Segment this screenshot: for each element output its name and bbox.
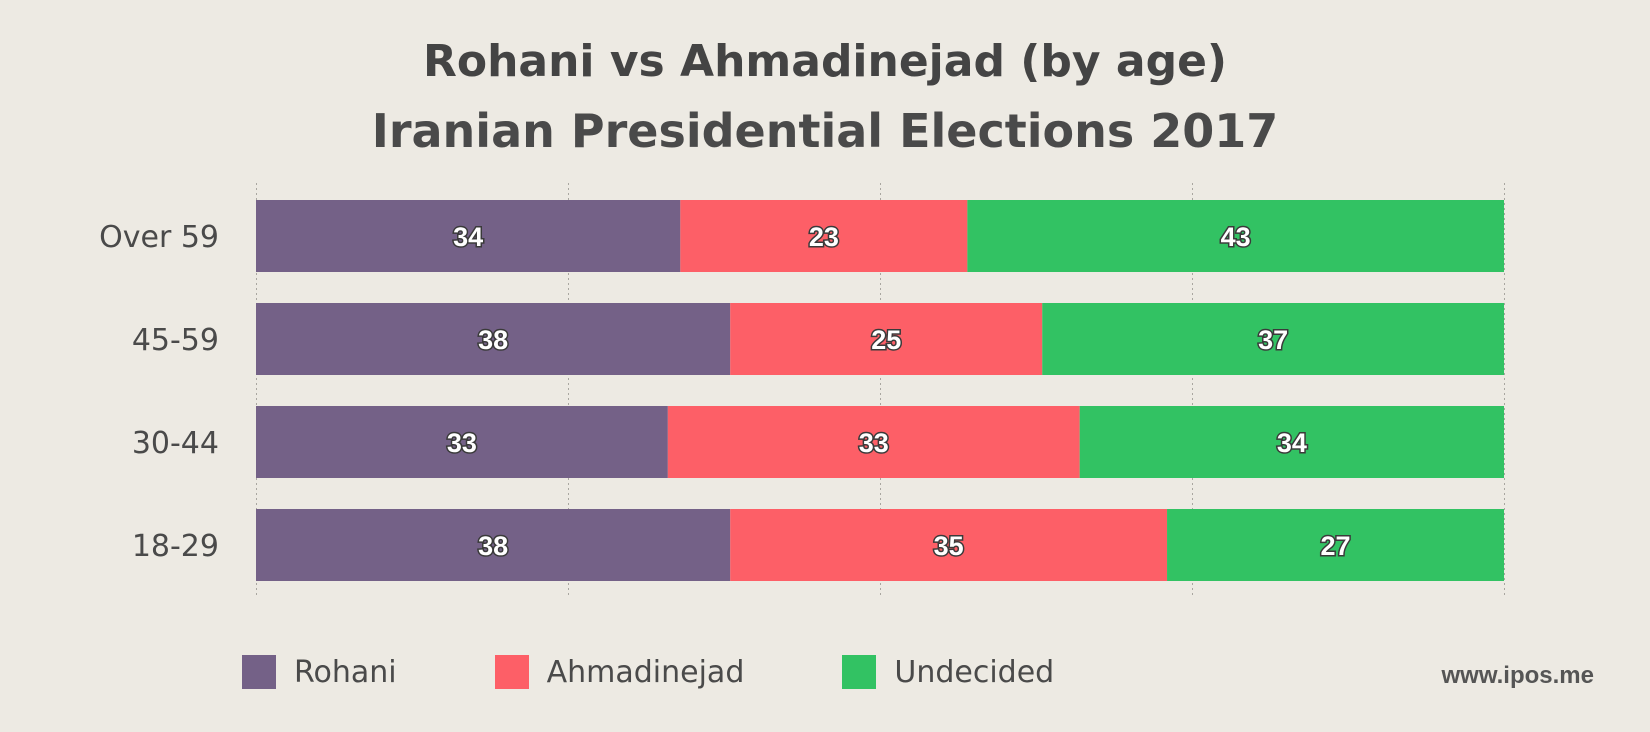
data-label-ahmadinejad-45-59: 25 [871, 325, 901, 355]
bar-ahmadinejad-18-29 [730, 509, 1168, 581]
legend-label-ahmadinejad: Ahmadinejad [546, 654, 745, 690]
data-label-rohani-over-59: 34 [453, 222, 483, 252]
bar-ahmadinejad-over-59 [680, 200, 968, 272]
data-label-undecided-30-44: 34 [1277, 428, 1307, 458]
data-label-ahmadinejad-18-29: 35 [934, 531, 964, 561]
legend-item-ahmadinejad: Ahmadinejad [494, 654, 745, 690]
legend-swatch-rohani [242, 655, 276, 689]
data-label-rohani-30-44: 33 [447, 428, 477, 458]
bar-rohani-over-59 [256, 200, 681, 272]
legend-swatch-undecided [842, 655, 877, 689]
legend-swatch-ahmadinejad [494, 655, 529, 689]
category-label-over-59: Over 59 [99, 220, 219, 255]
category-label-18-29: 18-29 [132, 529, 219, 564]
chart-subtitle: Iranian Presidential Elections 2017 [371, 104, 1279, 158]
data-label-undecided-over-59: 43 [1221, 222, 1251, 252]
data-label-rohani-18-29: 38 [478, 531, 508, 561]
data-label-undecided-18-29: 27 [1320, 531, 1350, 561]
legend-item-rohani: Rohani [242, 655, 397, 690]
legend-item-undecided: Undecided [842, 655, 1054, 690]
bar-ahmadinejad-45-59 [730, 303, 1043, 375]
bar-rohani-30-44 [256, 406, 668, 478]
bar-undecided-30-44 [1079, 406, 1504, 478]
data-label-rohani-45-59: 38 [478, 325, 508, 355]
bar-rohani-18-29 [256, 509, 731, 581]
bar-ahmadinejad-30-44 [667, 406, 1080, 478]
source-credit: www.ipos.me [1441, 662, 1594, 689]
bar-undecided-45-59 [1042, 303, 1504, 375]
category-label-30-44: 30-44 [132, 426, 219, 461]
bar-rohani-45-59 [256, 303, 731, 375]
chart-legend: Rohani Ahmadinejad Undecided [242, 654, 1152, 690]
legend-label-undecided: Undecided [894, 654, 1055, 690]
data-label-ahmadinejad-30-44: 33 [859, 428, 889, 458]
legend-label-rohani: Rohani [294, 654, 397, 690]
category-label-45-59: 45-59 [132, 323, 219, 358]
data-label-ahmadinejad-over-59: 23 [809, 222, 839, 252]
bar-undecided-over-59 [967, 200, 1504, 272]
chart-title: Rohani vs Ahmadinejad (by age) [422, 36, 1228, 87]
data-label-undecided-45-59: 37 [1258, 325, 1288, 355]
bar-undecided-18-29 [1167, 509, 1504, 581]
